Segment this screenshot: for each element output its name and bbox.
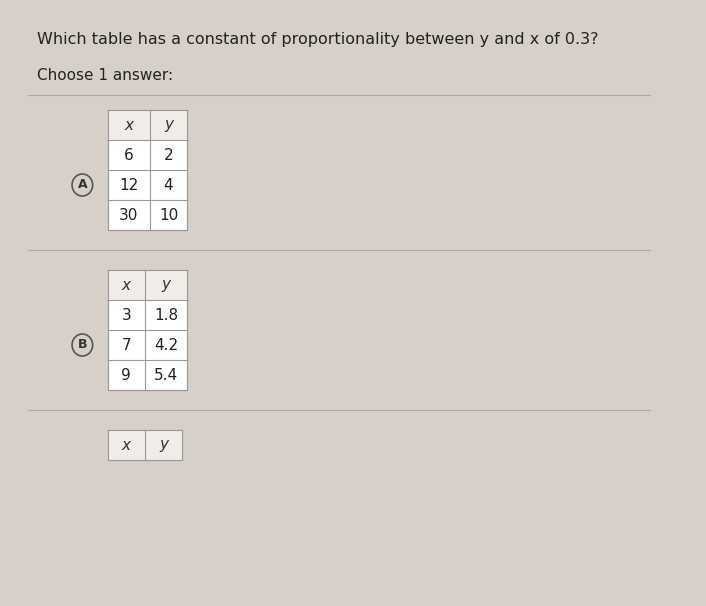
Text: 4.2: 4.2 xyxy=(154,338,178,353)
Text: 2: 2 xyxy=(164,147,173,162)
Text: 4: 4 xyxy=(164,178,173,193)
Bar xyxy=(107,270,187,390)
Text: x: x xyxy=(122,278,131,293)
Text: 1.8: 1.8 xyxy=(154,307,178,322)
Text: 6: 6 xyxy=(124,147,133,162)
Text: 30: 30 xyxy=(119,207,138,222)
Bar xyxy=(107,430,182,460)
Bar xyxy=(107,110,187,230)
Text: Choose 1 answer:: Choose 1 answer: xyxy=(37,68,174,83)
Text: x: x xyxy=(122,438,131,453)
Text: 9: 9 xyxy=(121,367,131,382)
Bar xyxy=(107,270,187,300)
Bar xyxy=(107,110,187,140)
Text: y: y xyxy=(160,438,168,453)
Text: y: y xyxy=(162,278,171,293)
Text: 5.4: 5.4 xyxy=(154,367,178,382)
Text: 3: 3 xyxy=(121,307,131,322)
Text: 7: 7 xyxy=(121,338,131,353)
Text: x: x xyxy=(124,118,133,133)
Bar xyxy=(107,430,182,460)
Text: B: B xyxy=(78,339,87,351)
Text: 10: 10 xyxy=(159,207,178,222)
Text: y: y xyxy=(164,118,173,133)
Text: 12: 12 xyxy=(119,178,138,193)
Text: Which table has a constant of proportionality between y and x of 0.3?: Which table has a constant of proportion… xyxy=(37,32,599,47)
Text: A: A xyxy=(78,179,87,191)
